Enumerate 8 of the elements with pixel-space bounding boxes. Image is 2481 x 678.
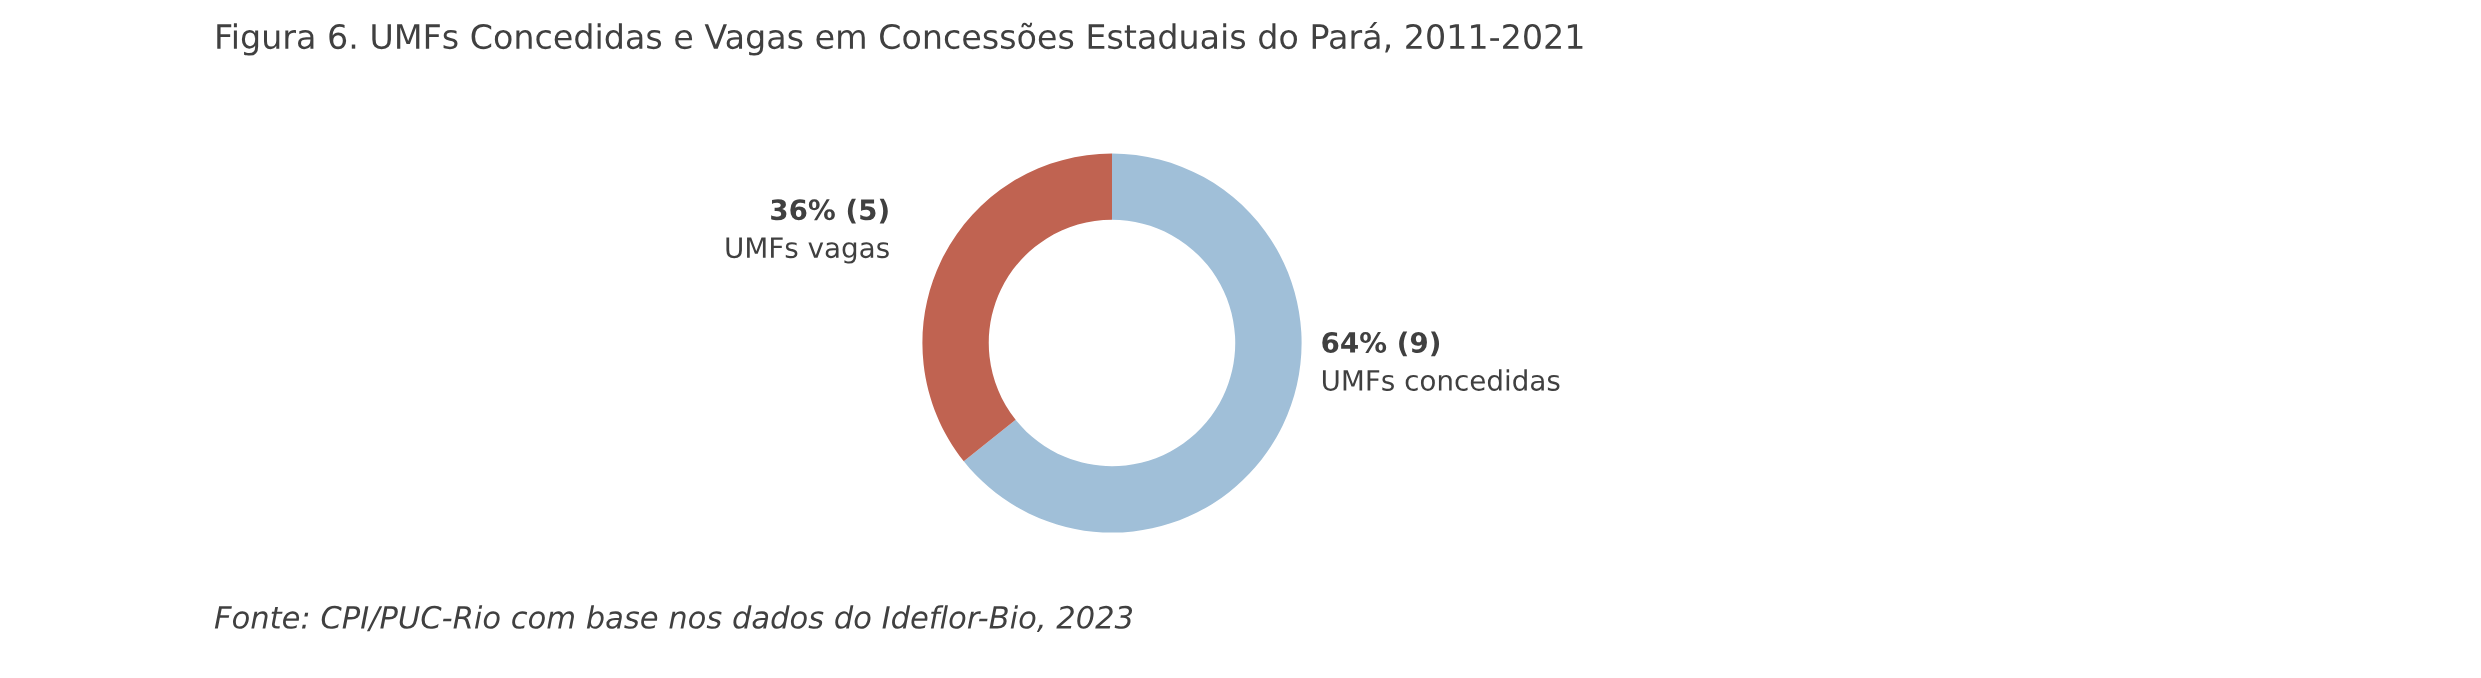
source-note: Fonte: CPI/PUC-Rio com base nos dados do Ideflor-Bio, 2023 (214, 605, 1133, 632)
slice-label: UMFs concedidas (1322, 369, 1560, 391)
donut-slice (963, 153, 1302, 533)
donut-slice (922, 153, 1112, 462)
chart-title: Figura 6. UMFs Concedidas e Vagas em Concessões Estaduais do Pará, 2011-2021 (217, 22, 1583, 56)
data-label: 36% (5) (771, 198, 888, 224)
data-label: 64% (9) (1322, 331, 1440, 357)
slice-label: UMFs vagas (726, 237, 889, 264)
